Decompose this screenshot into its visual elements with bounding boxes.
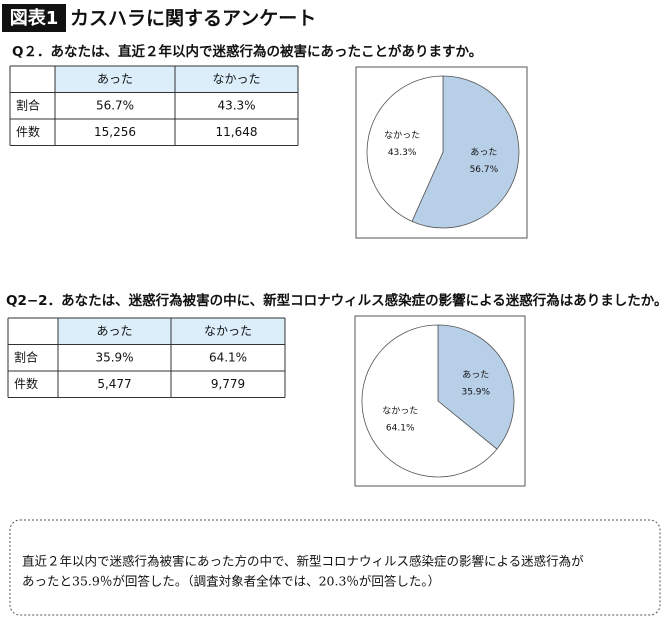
table-header xyxy=(55,66,298,93)
row-header: 割合 xyxy=(16,97,40,112)
table-cell: 56.7% xyxy=(96,98,134,112)
slice-label: あった xyxy=(470,147,497,158)
table-cell: 5,477 xyxy=(97,377,131,391)
slice-value: 43.3% xyxy=(388,148,417,158)
pie-frame xyxy=(354,315,526,487)
column-header: なかった xyxy=(212,72,260,86)
note-line: 直近２年以内で迷惑行為被害にあった方の中で、新型コロナウィルス感染症の影響による… xyxy=(22,554,584,569)
pie-frame xyxy=(355,66,528,239)
pie-slice xyxy=(361,324,498,478)
question: Q2−2．あなたは、迷惑行為被害の中に、新型コロナウィルス感染症の影響による迷惑… xyxy=(6,292,668,309)
badge: 図表1 xyxy=(10,7,59,29)
column-header: あった xyxy=(97,72,133,86)
pie-slice xyxy=(366,75,444,222)
table-cell: 11,648 xyxy=(216,125,258,139)
title: カスハラに関するアンケート xyxy=(70,8,316,30)
slice-label: なかった xyxy=(382,405,418,416)
slice-value: 64.1% xyxy=(386,423,415,433)
slice-label: あった xyxy=(462,370,489,381)
table-cell: 15,256 xyxy=(94,125,136,139)
note-line: あったと35.9％が回答した。（調査対象者全体では、20.3％が回答した。） xyxy=(22,574,440,589)
table-cell: 43.3% xyxy=(217,98,255,112)
slice-value: 35.9% xyxy=(461,388,490,398)
table-cell: 35.9% xyxy=(95,350,133,364)
row-header: 件数 xyxy=(16,124,40,139)
column-header: なかった xyxy=(204,324,252,338)
question: Q２．あなたは、直近２年以内で迷惑行為の被害にあったことがありますか。 xyxy=(12,43,482,60)
badge-box xyxy=(2,4,66,32)
table-cell: 64.1% xyxy=(209,350,247,364)
slice-label: なかった xyxy=(384,130,420,141)
slice-value: 56.7% xyxy=(470,165,499,175)
pie-slice xyxy=(411,75,520,229)
row-header: 件数 xyxy=(14,376,38,391)
pie-slice xyxy=(437,324,515,450)
column-header: あった xyxy=(96,324,132,338)
table-cell: 9,779 xyxy=(211,377,245,391)
row-header: 割合 xyxy=(14,349,38,364)
